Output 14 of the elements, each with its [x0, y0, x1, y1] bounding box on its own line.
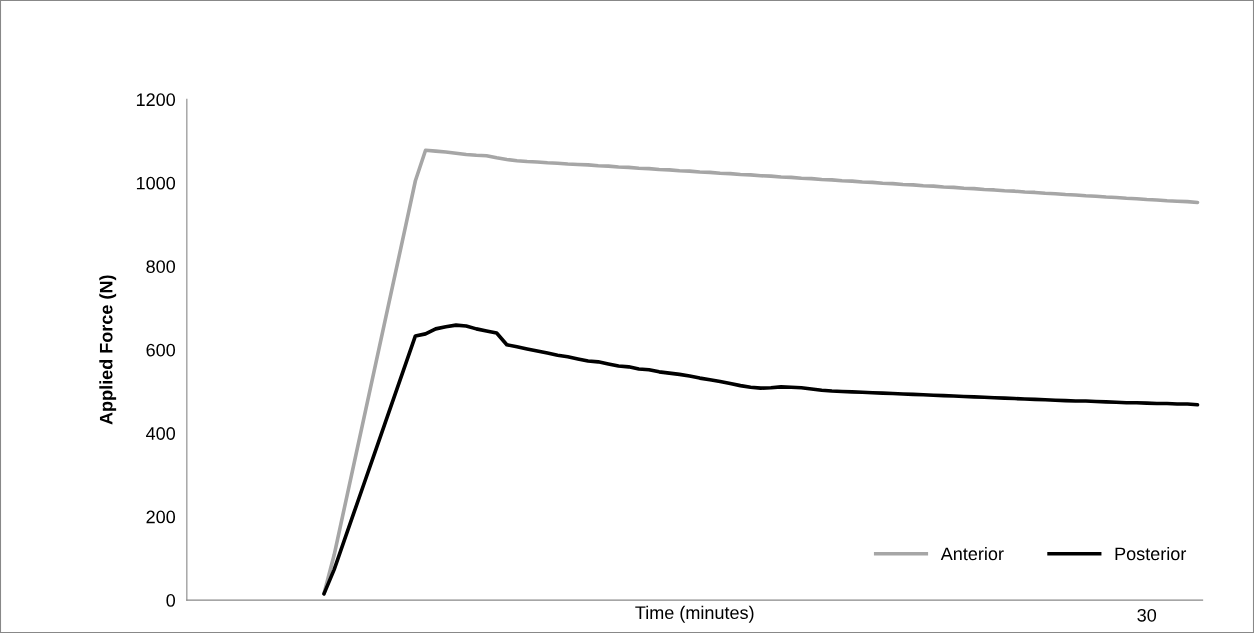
y-tick-label: 1000 — [136, 176, 176, 190]
legend-label: Anterior — [940, 546, 1004, 561]
y-tick-label: 400 — [146, 427, 176, 440]
y-tick-label: 1200 — [136, 93, 176, 107]
line-series — [322, 323, 1200, 596]
y-tick-label: 200 — [146, 510, 176, 524]
y-tick-label: 0 — [166, 594, 176, 607]
y-tick-label: 600 — [146, 343, 176, 357]
legend-label: Posterior — [1115, 546, 1187, 561]
line-series — [322, 148, 1200, 596]
x-axis-title: Time (minutes) — [635, 605, 754, 623]
y-axis-title: Applied Force (N) — [99, 275, 117, 425]
y-tick-label: 800 — [146, 260, 176, 273]
x-tick-label: 30 — [1137, 608, 1157, 622]
